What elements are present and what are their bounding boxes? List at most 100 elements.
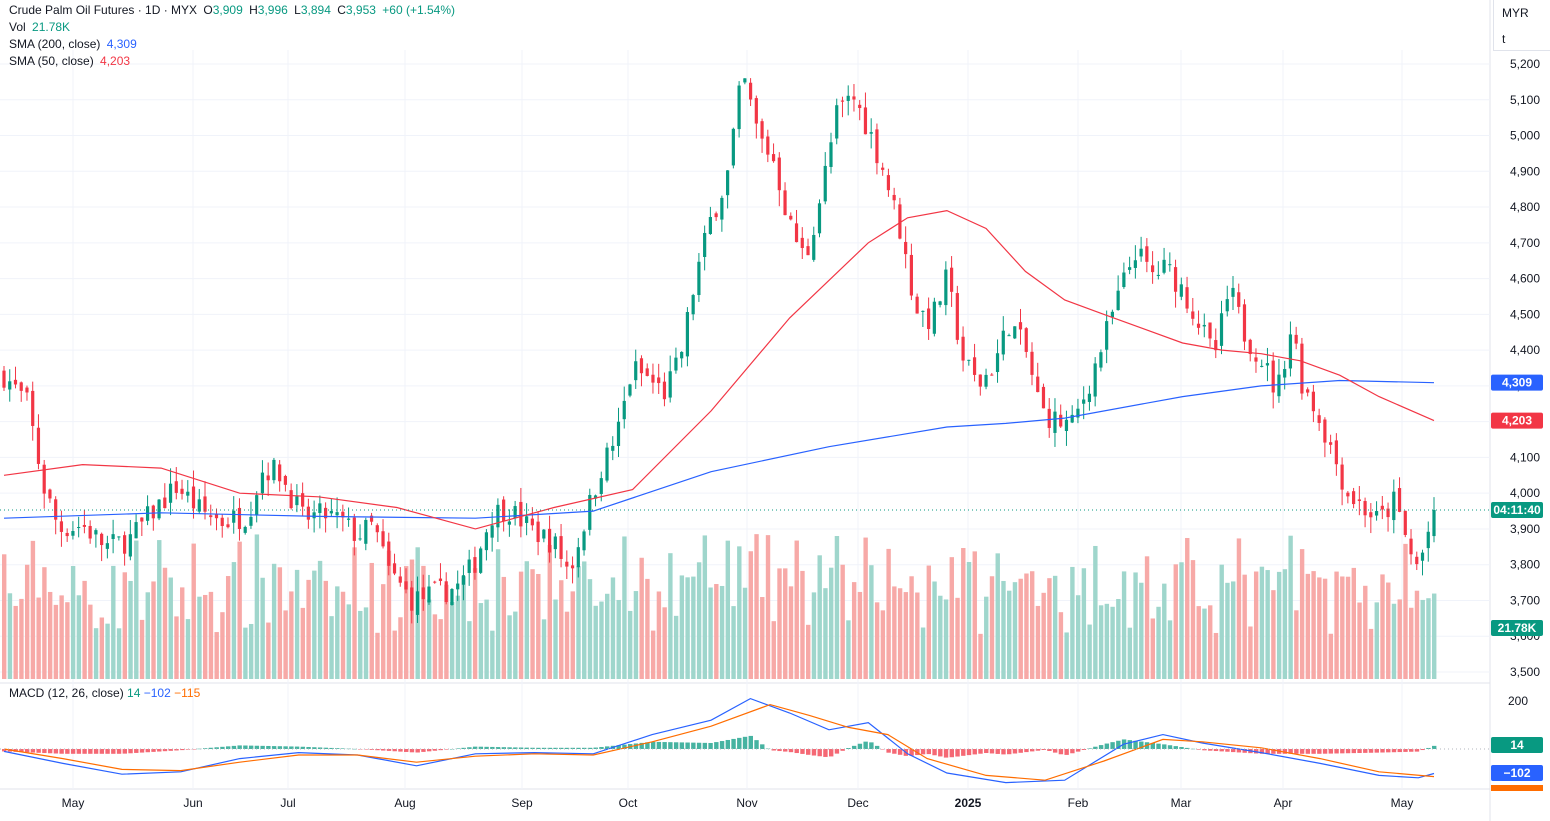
- macd-hist-bar: [892, 749, 897, 754]
- axis-tag-text: 04:11:40: [1493, 503, 1541, 517]
- macd-hist-bar: [30, 749, 36, 753]
- macd-hist-bar: [593, 747, 598, 749]
- macd-hist-bar: [731, 738, 736, 749]
- candle: [410, 587, 414, 611]
- candle: [525, 516, 529, 523]
- volume-bar: [271, 563, 277, 679]
- macd-hist-bar: [317, 747, 323, 749]
- candle: [203, 496, 207, 512]
- candle: [869, 132, 873, 134]
- volume-bar: [174, 616, 179, 679]
- macd-hist-bar: [381, 749, 386, 751]
- symbol-legend[interactable]: Crude Palm Oil Futures · 1D · MYX O3,909…: [9, 3, 455, 17]
- sma200-legend[interactable]: SMA (200, close) 4,309: [9, 36, 458, 53]
- volume-bar: [151, 581, 156, 679]
- macd-hist-bar: [737, 737, 742, 749]
- macd-hist-bar: [1098, 745, 1104, 749]
- candle: [427, 586, 431, 603]
- macd-hist-bar: [1414, 749, 1420, 752]
- candle: [915, 296, 919, 314]
- macd-hist-bar: [943, 749, 949, 758]
- macd-hist-bar: [490, 746, 495, 749]
- macd-hist-bar: [1351, 749, 1356, 754]
- candle: [54, 499, 58, 520]
- volume-bar: [1139, 582, 1144, 679]
- macd-legend[interactable]: MACD (12, 26, close) 14 −102 −115: [9, 686, 200, 700]
- volume-bar: [943, 599, 949, 679]
- macd-hist-bar: [1322, 749, 1328, 754]
- x-tick-label: May: [62, 796, 85, 810]
- candle: [1374, 511, 1379, 516]
- candle: [1340, 464, 1344, 490]
- candle: [1036, 376, 1040, 393]
- sma50-legend[interactable]: SMA (50, close) 4,203: [9, 53, 458, 70]
- macd-hist-bar: [702, 742, 708, 749]
- candle: [105, 543, 109, 549]
- volume-bar: [547, 544, 552, 679]
- volume-bar: [220, 612, 225, 679]
- volume-bar: [513, 611, 518, 679]
- macd-hist-bar: [1311, 749, 1316, 754]
- candle: [467, 559, 471, 573]
- candle: [737, 85, 741, 130]
- volume-bar: [817, 555, 822, 679]
- volume-bar: [892, 586, 897, 679]
- macd-hist-bar: [180, 749, 185, 751]
- macd-hist-bar: [352, 748, 357, 750]
- macd-hist-bar: [1029, 749, 1035, 752]
- candle: [823, 165, 827, 202]
- candle: [1168, 264, 1172, 266]
- candle: [1415, 556, 1419, 565]
- volume-bar: [737, 546, 742, 679]
- macd-hist-bar: [886, 749, 891, 753]
- candle: [714, 213, 718, 218]
- volume-bar: [932, 581, 937, 679]
- candle: [1139, 248, 1143, 257]
- volume-bar: [105, 623, 110, 679]
- candle: [237, 507, 242, 529]
- volume-bar: [352, 547, 357, 679]
- volume-bar: [1253, 571, 1259, 679]
- macd-hist-bar: [955, 749, 960, 757]
- volume-legend[interactable]: Vol 21.78K: [9, 19, 458, 36]
- macd-hist-bar: [455, 748, 461, 749]
- candle: [461, 575, 466, 585]
- macd-hist-bar: [639, 742, 644, 749]
- candle: [346, 518, 351, 520]
- macd-hist-tag: 14: [1491, 737, 1543, 753]
- volume-bar: [771, 621, 776, 679]
- macd-hist-bar: [1052, 749, 1058, 753]
- candle: [151, 505, 155, 519]
- candle: [1392, 491, 1396, 521]
- y-tick-label: 3,900: [1510, 522, 1540, 536]
- candle: [214, 514, 219, 519]
- candle: [570, 565, 575, 569]
- macd-hist-bar: [834, 749, 840, 754]
- candle: [806, 246, 810, 256]
- axis-tag-text: 4,203: [1502, 414, 1532, 428]
- macd-hist-bar: [1213, 749, 1219, 752]
- candle: [1334, 440, 1338, 465]
- volume-bar: [886, 548, 891, 679]
- currency-selector[interactable]: MYR t: [1493, 0, 1550, 51]
- macd-hist-bar: [415, 749, 420, 753]
- macd-hist-bar: [1230, 749, 1236, 753]
- volume-bar: [1196, 606, 1201, 679]
- volume-bar: [495, 549, 501, 679]
- candle: [800, 237, 804, 249]
- macd-hist-bar: [1328, 749, 1334, 754]
- candle: [754, 98, 758, 124]
- macd-hist-bar: [1202, 749, 1207, 751]
- candle: [226, 524, 230, 528]
- candle: [720, 197, 724, 220]
- candle: [1397, 488, 1402, 512]
- macd-tick-label: 200: [1508, 694, 1528, 708]
- candle: [1357, 499, 1361, 501]
- macd-hist-bar: [754, 740, 759, 749]
- macd-hist-value: 14: [127, 686, 141, 700]
- volume-bar: [1397, 599, 1402, 679]
- macd-hist-bar: [248, 745, 254, 749]
- macd-hist-bar: [748, 735, 753, 749]
- candle: [415, 591, 420, 615]
